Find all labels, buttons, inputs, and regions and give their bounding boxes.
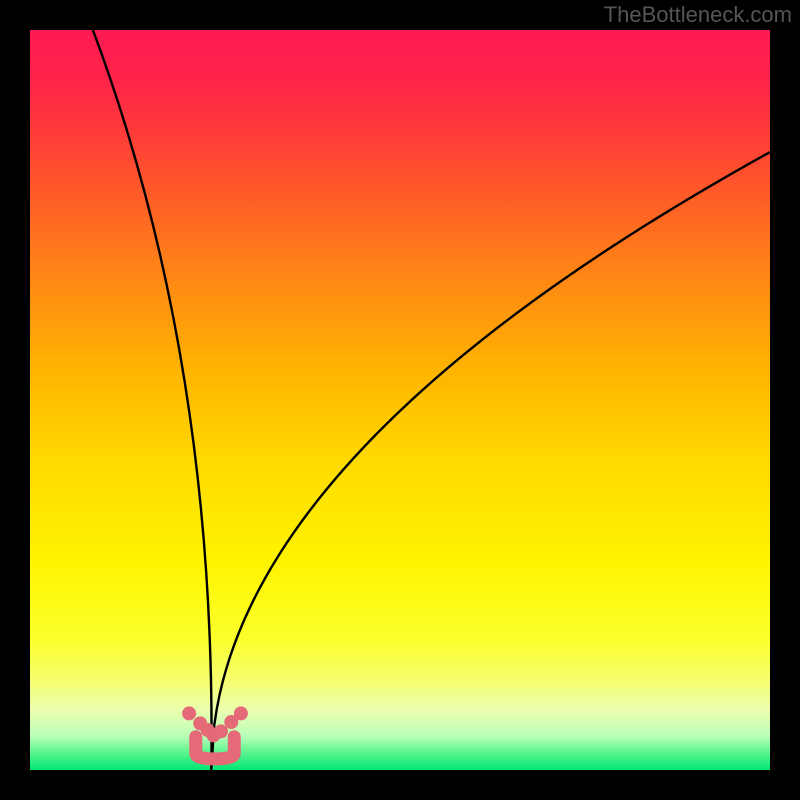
valley-dot [214, 724, 228, 738]
chart-root: TheBottleneck.com [0, 0, 800, 800]
valley-dot [182, 706, 196, 720]
valley-dot [234, 706, 248, 720]
watermark-text: TheBottleneck.com [604, 2, 792, 28]
plot-svg [30, 30, 770, 770]
plot-area [30, 30, 770, 770]
gradient-background [30, 30, 770, 770]
